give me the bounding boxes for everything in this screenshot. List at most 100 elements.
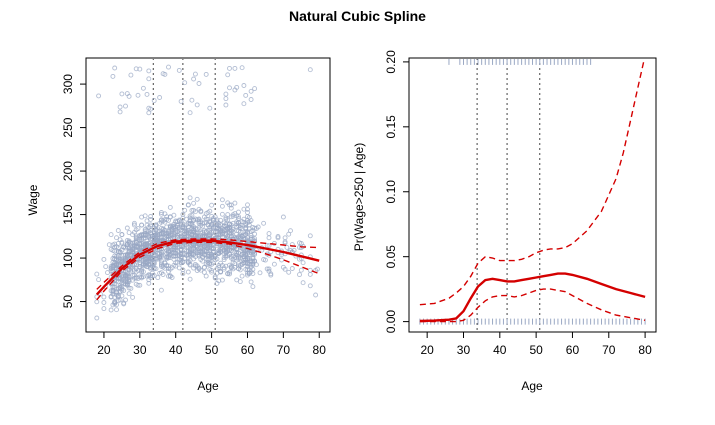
scatter-point [96, 277, 102, 283]
scatter-point [225, 271, 231, 276]
scatter-point [250, 224, 256, 230]
scatter-point [135, 92, 141, 98]
scatter-point [171, 244, 177, 250]
scatter-point [149, 273, 155, 279]
wage-x-tick-label: 50 [205, 343, 219, 357]
scatter-point [103, 264, 109, 270]
scatter-point [194, 233, 200, 239]
scatter-point [280, 214, 286, 220]
scatter-point [151, 266, 157, 272]
scatter-point [114, 278, 119, 284]
scatter-point [205, 227, 211, 233]
scatter-point [142, 235, 148, 241]
scatter-point [142, 232, 148, 238]
scatter-point [171, 212, 177, 218]
scatter-point [128, 285, 134, 291]
scatter-point [201, 248, 207, 254]
scatter-point [266, 231, 272, 237]
wage-plot-frame [85, 57, 331, 333]
scatter-point [250, 262, 256, 268]
probability-y-tick-label: 0.15 [384, 115, 398, 139]
rug-marks [419, 59, 646, 325]
scatter-point [146, 105, 152, 111]
scatter-point [94, 299, 100, 305]
scatter-point [223, 91, 229, 97]
probability-x-tick-label: 40 [493, 343, 507, 357]
scatter-point [245, 202, 250, 208]
scatter-point [237, 225, 243, 231]
scatter-point [119, 91, 125, 97]
scatter-point [110, 242, 116, 248]
wage-upper-band [96, 238, 320, 290]
scatter-point [198, 208, 204, 214]
scatter-point [248, 279, 254, 285]
scatter-point [96, 93, 102, 99]
scatter-point [300, 280, 306, 286]
scatter-point [207, 208, 213, 214]
scatter-point [245, 206, 250, 212]
scatter-point [194, 102, 200, 108]
scatter-point [124, 251, 130, 257]
scatter-point [225, 72, 231, 78]
scatter-point [130, 294, 136, 300]
scatter-point [115, 228, 121, 233]
scatter-point [119, 232, 125, 237]
scatter-point [189, 247, 195, 253]
scatter-point [219, 197, 225, 203]
scatter-point [182, 80, 188, 86]
probability-panel: Pr(Wage>250 | Age) Age 20 30 40 50 60 70 80 0.0… [352, 50, 657, 393]
wage-y-tick-label: 300 [61, 74, 75, 94]
scatter-point [219, 203, 225, 209]
scatter-point [223, 226, 229, 232]
probability-x-axis-label: Age [521, 379, 543, 393]
scatter-point [108, 307, 114, 313]
probability-upper-band [419, 59, 646, 306]
scatter-point [146, 110, 152, 116]
scatter-point [178, 260, 184, 266]
scatter-point [250, 228, 256, 234]
probability-y-tick-label: 0.00 [384, 310, 398, 334]
scatter-point [148, 273, 154, 279]
scatter-point [255, 224, 261, 230]
scatter-point [112, 262, 118, 268]
scatter-point [101, 294, 107, 300]
scatter-point [234, 249, 240, 255]
scatter-point [307, 267, 313, 273]
scatter-point [155, 237, 161, 243]
scatter-point [282, 235, 288, 241]
scatter-point [114, 307, 119, 313]
scatter-point [133, 239, 139, 245]
scatter-point [126, 230, 132, 236]
scatter-point [110, 288, 116, 294]
scatter-point [261, 257, 267, 262]
scatter-point [160, 229, 166, 235]
scatter-point [191, 200, 197, 206]
scatter-point [243, 92, 249, 98]
scatter-point [167, 248, 173, 254]
scatter-point [221, 265, 227, 271]
scatter-point [157, 254, 163, 260]
scatter-point [218, 260, 224, 266]
scatter-point [164, 256, 170, 262]
scatter-point [158, 217, 164, 223]
scatter-point [232, 65, 238, 71]
scatter-point [232, 200, 238, 206]
scatter-point [173, 260, 179, 266]
scatter-point [140, 269, 146, 275]
scatter-point [133, 66, 139, 72]
chart-title: Natural Cubic Spline [289, 8, 426, 24]
scatter-point [239, 246, 245, 251]
scatter-point [115, 240, 121, 246]
scatter-point [101, 306, 107, 312]
scatter-point [130, 244, 136, 250]
scatter-point [286, 231, 292, 237]
scatter-point [218, 269, 224, 275]
scatter-point [167, 204, 173, 210]
scatter-point [131, 229, 137, 235]
scatter-point [155, 275, 161, 281]
scatter-point [232, 261, 238, 267]
scatter-point [266, 235, 272, 241]
scatter-point [158, 210, 164, 215]
scatter-point [248, 258, 254, 264]
